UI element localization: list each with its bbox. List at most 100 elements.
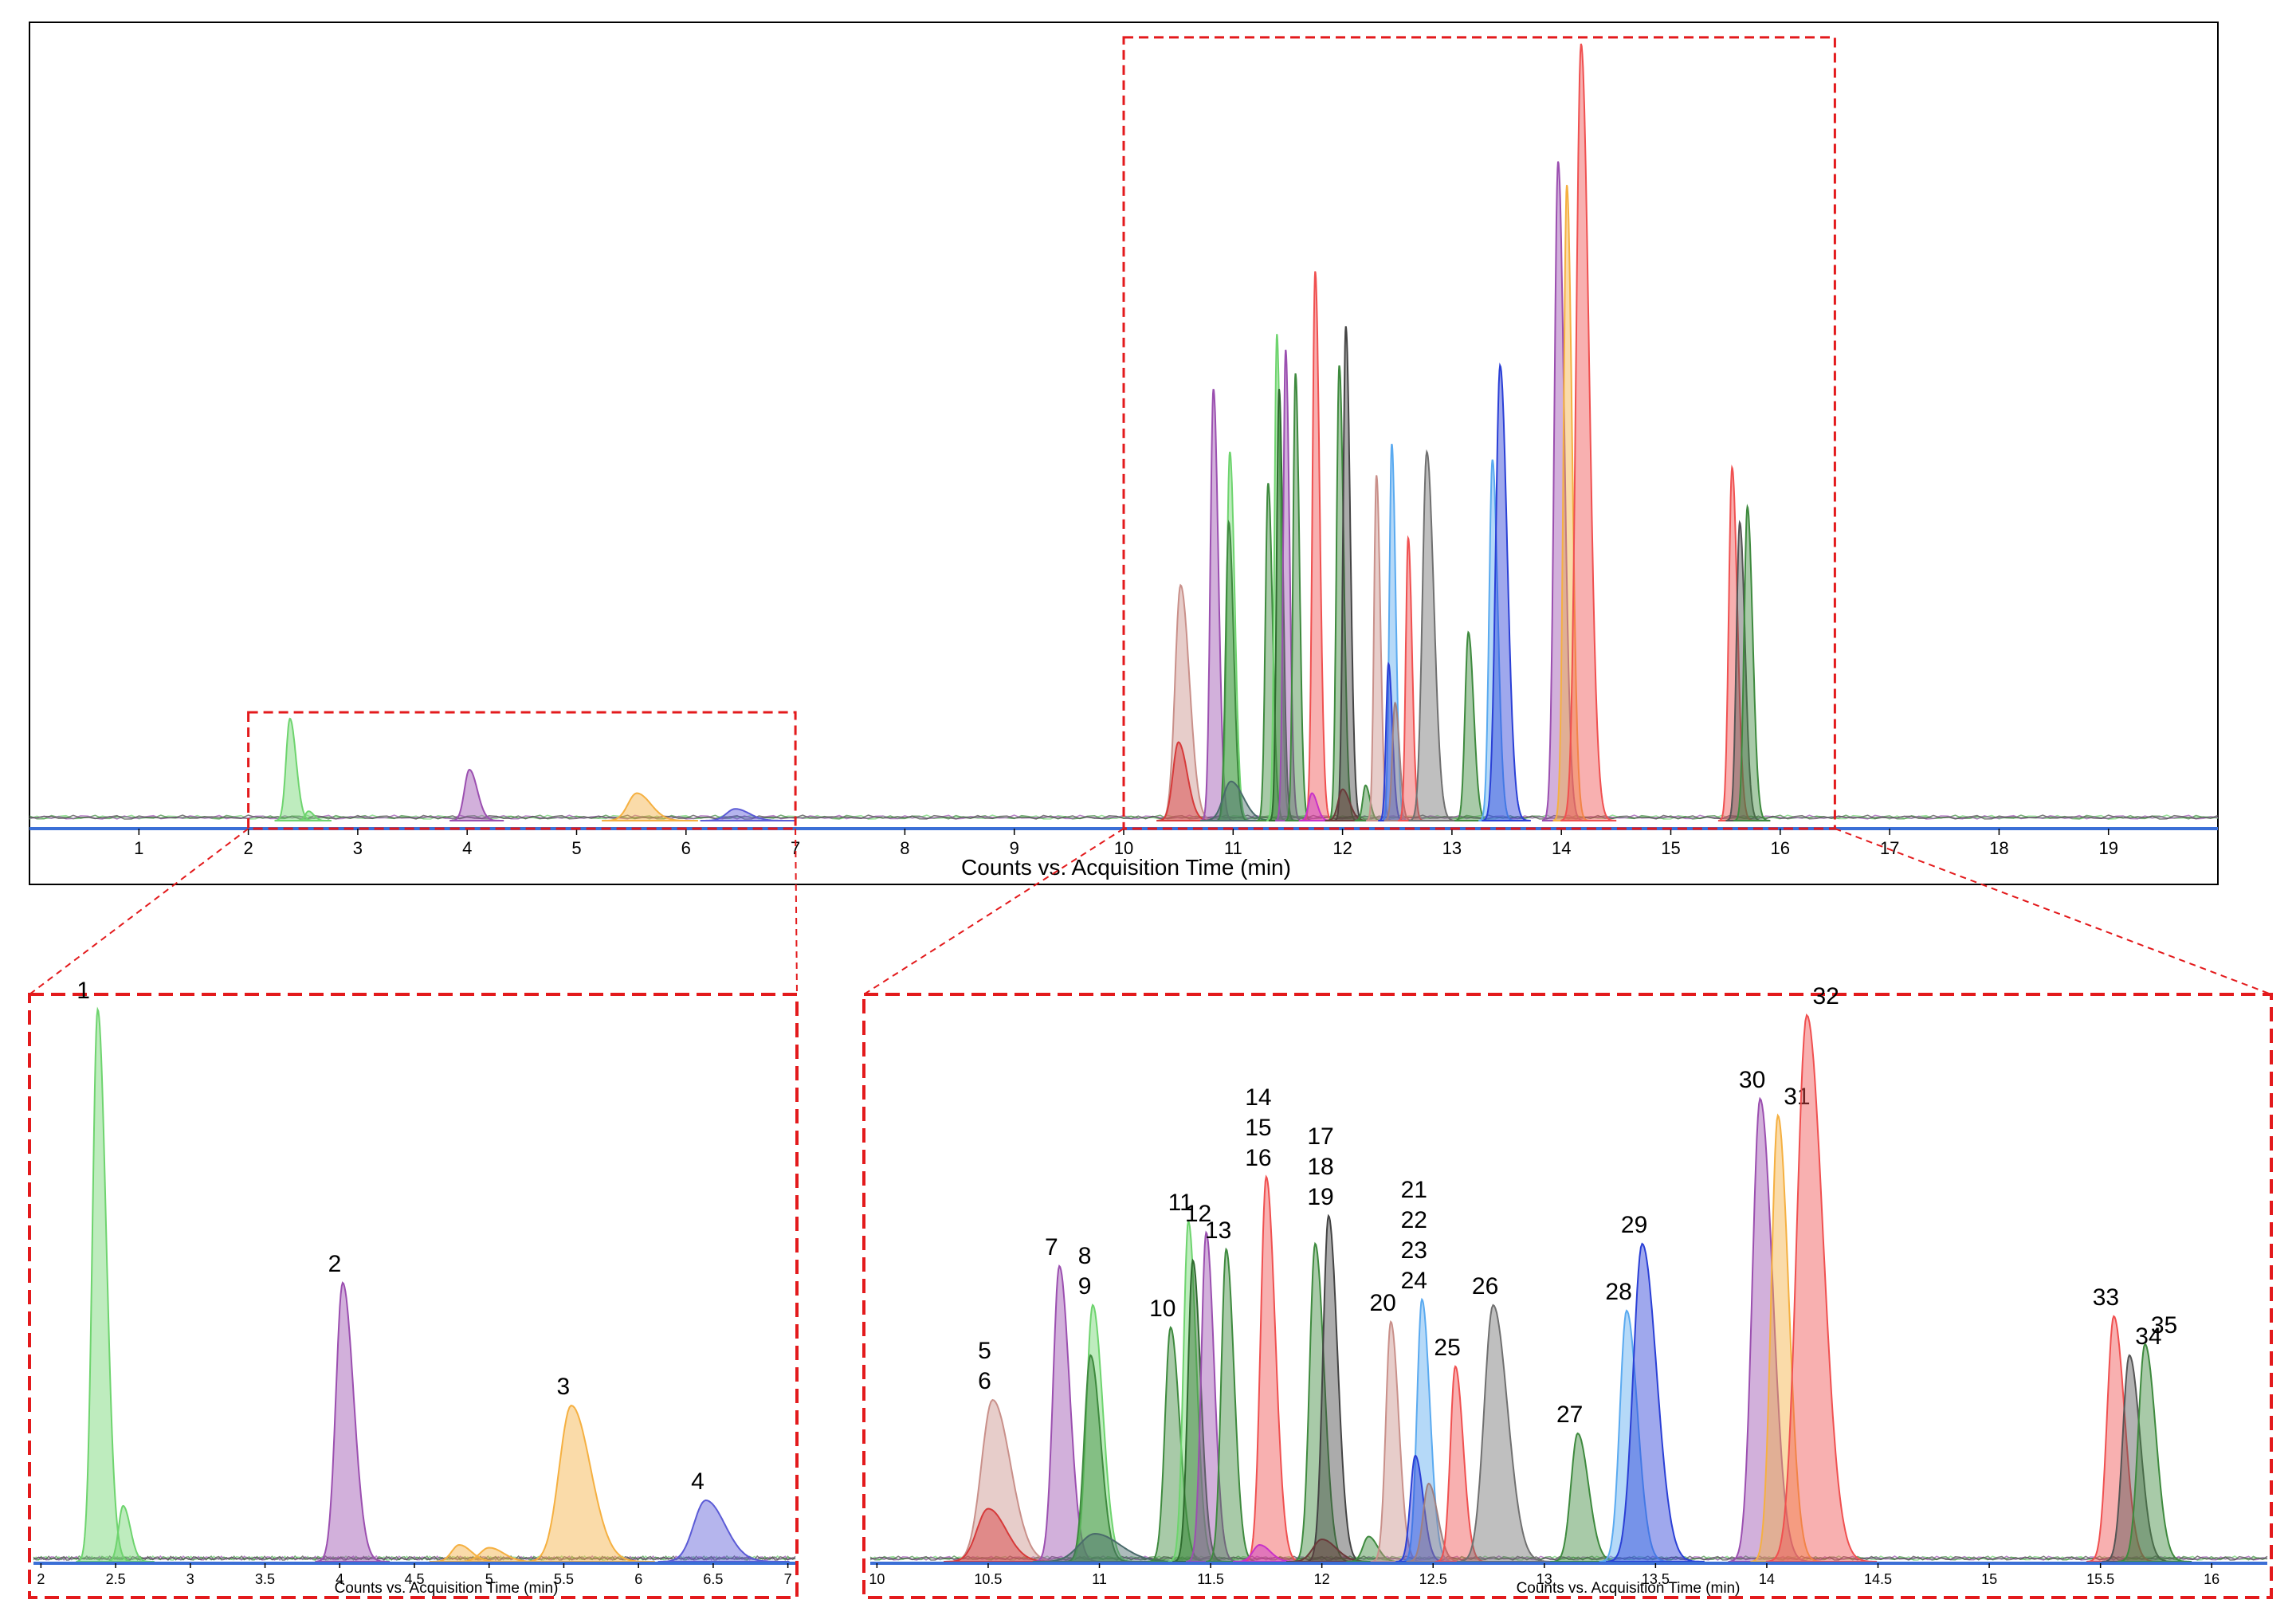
chromatogram-peak bbox=[1733, 504, 1771, 821]
chromatogram-peak bbox=[1408, 449, 1458, 821]
chromatogram-peak bbox=[1256, 483, 1288, 821]
x-tick-label: 9 bbox=[1010, 838, 1019, 858]
x-tick-label: 6.5 bbox=[703, 1571, 723, 1587]
x-tick-label: 13 bbox=[1537, 1571, 1552, 1587]
chromatogram-peak bbox=[1200, 388, 1235, 821]
peak-label: 21 bbox=[1401, 1177, 1427, 1203]
x-tick-label: 5 bbox=[485, 1571, 493, 1587]
peak-label: 19 bbox=[1307, 1184, 1333, 1210]
inset-left-x-axis: 2 2.5 3 3.5 4 4.5 5 5.5 6 6.5 7 bbox=[33, 1562, 795, 1587]
x-tick-label: 2 bbox=[37, 1571, 45, 1587]
inset-right-frame bbox=[862, 993, 2273, 1599]
x-tick-label: 3 bbox=[353, 838, 363, 858]
inset-right-x-axis: 10 10.5 11 11.5 12 12.5 13 13.5 14 14.5 15 15.5 16 bbox=[869, 1562, 2267, 1587]
chromatogram-peak bbox=[1206, 1247, 1261, 1562]
chromatogram-peak bbox=[1478, 459, 1516, 821]
inset-left-peaks: 1 2 3 4 bbox=[33, 978, 796, 1562]
x-tick-label: 3.5 bbox=[255, 1571, 275, 1587]
peak-label: 7 bbox=[1045, 1234, 1058, 1260]
peak-label: 27 bbox=[1556, 1402, 1583, 1428]
zoom-connector-line bbox=[863, 828, 1124, 995]
chromatogram-peak bbox=[522, 1404, 655, 1562]
zoom-connector-line bbox=[1835, 828, 2272, 995]
x-tick-label: 11.5 bbox=[1197, 1571, 1224, 1587]
peak-label: 2 bbox=[328, 1251, 342, 1277]
chromatogram-peak bbox=[1147, 1326, 1210, 1562]
peak-label: 11 bbox=[1168, 1190, 1193, 1216]
x-tick-label: 13.5 bbox=[1642, 1571, 1670, 1587]
overview-peaks bbox=[29, 43, 2219, 821]
x-tick-label: 14.5 bbox=[1864, 1571, 1892, 1587]
chromatogram-peak bbox=[1552, 184, 1591, 821]
inset-left-frame bbox=[28, 993, 799, 1599]
baseline-trace bbox=[869, 1555, 2268, 1561]
baseline-trace bbox=[33, 1554, 796, 1562]
peak-label: 6 bbox=[978, 1368, 991, 1394]
overview-plot-frame bbox=[29, 22, 2219, 885]
x-tick-label: 11 bbox=[1092, 1571, 1107, 1587]
chromatogram-peak bbox=[1065, 1354, 1135, 1562]
chromatogram-peak bbox=[1275, 349, 1303, 821]
zoom-region-box bbox=[247, 711, 797, 830]
peak-label: 17 bbox=[1307, 1123, 1333, 1150]
baseline-trace bbox=[29, 814, 2219, 820]
x-tick-label: 15.5 bbox=[2086, 1571, 2114, 1587]
peak-label: 5 bbox=[978, 1338, 991, 1364]
chromatogram-peak bbox=[274, 717, 317, 821]
x-tick-label: 13 bbox=[1442, 838, 1462, 858]
overview-x-axis-label: Counts vs. Acquisition Time (min) bbox=[961, 855, 1291, 880]
inset-right-x-axis-label: Counts vs. Acquisition Time (min) bbox=[1517, 1580, 1741, 1597]
chromatogram-peak bbox=[1397, 535, 1426, 821]
chromatogram-peak bbox=[1482, 363, 1531, 821]
chromatogram-peak bbox=[2102, 1354, 2176, 1562]
chromatogram-peak bbox=[700, 808, 797, 821]
chromatogram-peak bbox=[315, 1281, 391, 1562]
chromatogram-peak bbox=[1401, 1297, 1457, 1562]
peak-label: 33 bbox=[2093, 1284, 2119, 1311]
chromatogram-peak bbox=[449, 768, 504, 821]
x-tick-label: 7 bbox=[791, 838, 800, 858]
chromatogram-peak bbox=[1381, 443, 1409, 821]
x-tick-label: 5.5 bbox=[554, 1571, 574, 1587]
chromatogram-peak bbox=[1560, 43, 1617, 821]
chromatogram-peak bbox=[1285, 373, 1313, 821]
chromatogram-peak bbox=[1765, 1013, 1878, 1562]
chromatogram-peak bbox=[2117, 1343, 2192, 1562]
chromatogram-peak bbox=[1034, 1264, 1103, 1562]
peak-label: 28 bbox=[1605, 1279, 1631, 1305]
peak-label: 3 bbox=[556, 1374, 570, 1400]
x-tick-label: 7 bbox=[784, 1571, 792, 1587]
chromatogram-peak bbox=[295, 810, 332, 821]
baseline-trace bbox=[33, 1554, 796, 1562]
chromatogram-peak bbox=[1243, 1174, 1305, 1562]
x-tick-label: 10.5 bbox=[974, 1571, 1002, 1587]
chromatogram-peak bbox=[1750, 1113, 1825, 1562]
overview-x-axis: 1 2 3 4 5 6 7 8 9 10 11 12 13 14 15 16 17 18 19 bbox=[29, 827, 2218, 858]
x-tick-label: 4.5 bbox=[404, 1571, 424, 1587]
peak-label: 16 bbox=[1245, 1145, 1271, 1171]
chromatogram-peak bbox=[1168, 1219, 1223, 1562]
chromatogram-peak bbox=[1334, 326, 1365, 821]
chromatogram-peak bbox=[1266, 334, 1294, 821]
x-tick-label: 6 bbox=[681, 838, 691, 858]
x-tick-label: 14 bbox=[1759, 1571, 1775, 1587]
chromatogram-peak bbox=[1366, 475, 1394, 821]
peak-label: 1 bbox=[77, 978, 90, 1004]
x-tick-label: 12 bbox=[1332, 838, 1352, 858]
x-tick-label: 5 bbox=[571, 838, 581, 858]
x-tick-label: 1 bbox=[134, 838, 143, 858]
zoom-indicators bbox=[29, 36, 2272, 995]
peak-label: 31 bbox=[1784, 1084, 1810, 1110]
chromatogram-peak bbox=[1215, 519, 1250, 821]
peak-label: 29 bbox=[1621, 1212, 1647, 1238]
chromatogram-peak bbox=[1456, 1303, 1556, 1562]
x-tick-label: 12 bbox=[1314, 1571, 1330, 1587]
x-tick-label: 6 bbox=[634, 1571, 642, 1587]
x-tick-label: 2.5 bbox=[106, 1571, 126, 1587]
peak-label: 26 bbox=[1472, 1273, 1498, 1300]
peak-label: 34 bbox=[2135, 1323, 2161, 1350]
chromatogram-peak bbox=[105, 1504, 155, 1562]
x-tick-label: 3 bbox=[186, 1571, 194, 1587]
x-tick-label: 4 bbox=[336, 1571, 343, 1587]
